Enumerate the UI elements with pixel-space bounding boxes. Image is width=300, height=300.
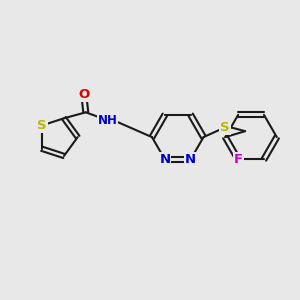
- Text: N: N: [159, 153, 170, 166]
- Text: N: N: [185, 153, 196, 166]
- Text: NH: NH: [98, 114, 118, 127]
- Text: S: S: [37, 119, 46, 132]
- Text: O: O: [78, 88, 89, 101]
- Text: S: S: [220, 121, 230, 134]
- Text: F: F: [234, 153, 243, 166]
